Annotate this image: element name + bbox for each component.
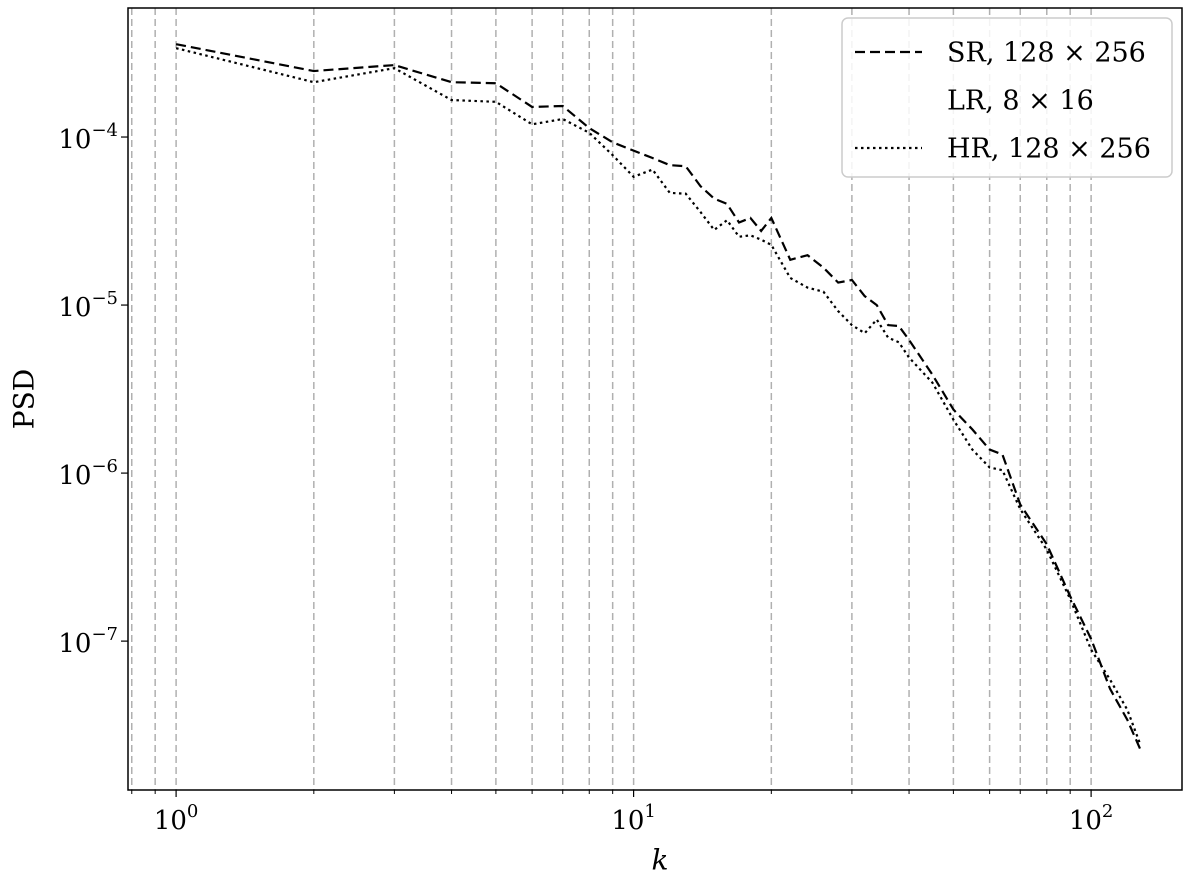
x-tick-label: 101	[611, 801, 656, 836]
series-line	[175, 47, 1142, 745]
legend-label: LR, 8 × 16	[947, 86, 1094, 117]
y-tick-label: 10−4	[58, 120, 118, 155]
y-tick-label: 10−5	[58, 288, 118, 323]
legend-label: HR, 128 × 256	[947, 134, 1151, 165]
y-tick-label: 10−6	[58, 456, 118, 491]
legend-box	[841, 17, 1173, 178]
y-tick-label: 10−7	[58, 624, 118, 659]
x-axis-label: k	[652, 844, 669, 877]
x-tick-label: 102	[1069, 801, 1114, 836]
y-axis-label: PSD	[8, 369, 41, 429]
legend-label: SR, 128 × 256	[947, 38, 1146, 69]
series-line	[175, 43, 1142, 750]
plot-frame	[127, 7, 1183, 791]
x-tick-label: 100	[154, 801, 199, 836]
